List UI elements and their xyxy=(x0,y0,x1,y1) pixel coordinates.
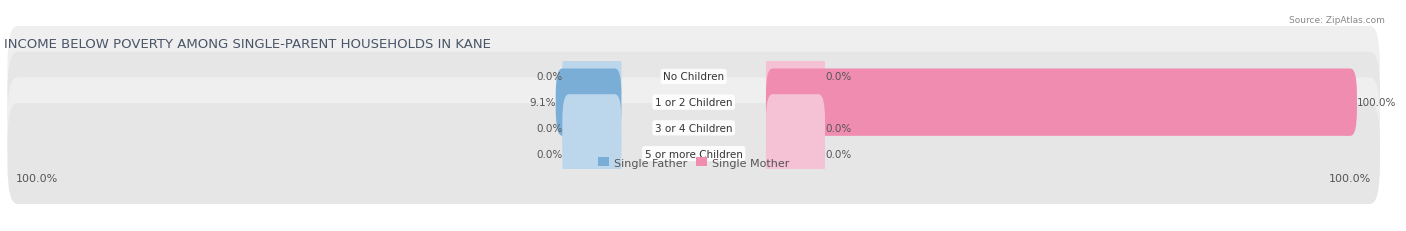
FancyBboxPatch shape xyxy=(555,69,621,136)
FancyBboxPatch shape xyxy=(562,120,621,187)
FancyBboxPatch shape xyxy=(7,27,1379,127)
FancyBboxPatch shape xyxy=(562,44,621,111)
FancyBboxPatch shape xyxy=(766,44,825,111)
Text: 0.0%: 0.0% xyxy=(536,72,562,82)
FancyBboxPatch shape xyxy=(562,95,621,162)
Text: 100.0%: 100.0% xyxy=(1357,98,1396,108)
FancyBboxPatch shape xyxy=(766,69,1357,136)
Text: 5 or more Children: 5 or more Children xyxy=(645,149,742,159)
Text: 0.0%: 0.0% xyxy=(536,123,562,133)
Text: 1 or 2 Children: 1 or 2 Children xyxy=(655,98,733,108)
Text: 3 or 4 Children: 3 or 4 Children xyxy=(655,123,733,133)
Text: No Children: No Children xyxy=(664,72,724,82)
FancyBboxPatch shape xyxy=(7,104,1379,204)
Text: 0.0%: 0.0% xyxy=(825,72,851,82)
FancyBboxPatch shape xyxy=(7,52,1379,153)
Legend: Single Father, Single Mother: Single Father, Single Mother xyxy=(593,153,793,172)
FancyBboxPatch shape xyxy=(7,78,1379,179)
Text: 0.0%: 0.0% xyxy=(536,149,562,159)
FancyBboxPatch shape xyxy=(766,95,825,162)
Text: 0.0%: 0.0% xyxy=(825,123,851,133)
Text: 0.0%: 0.0% xyxy=(825,149,851,159)
Text: Source: ZipAtlas.com: Source: ZipAtlas.com xyxy=(1289,16,1385,25)
Text: INCOME BELOW POVERTY AMONG SINGLE-PARENT HOUSEHOLDS IN KANE: INCOME BELOW POVERTY AMONG SINGLE-PARENT… xyxy=(4,38,491,51)
Text: 9.1%: 9.1% xyxy=(529,98,555,108)
FancyBboxPatch shape xyxy=(766,120,825,187)
